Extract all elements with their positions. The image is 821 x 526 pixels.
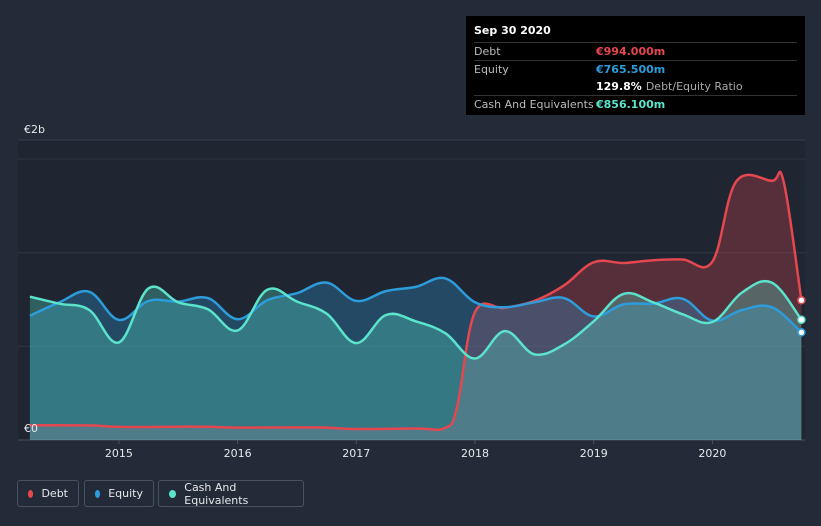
tooltip-cash-value: €856.100m bbox=[596, 98, 666, 111]
x-tick-label: 2020 bbox=[698, 447, 726, 460]
y-axis-zero-label: €0 bbox=[24, 422, 38, 435]
x-tick-label: 2017 bbox=[342, 447, 370, 460]
legend-item-equity[interactable]: Equity bbox=[84, 480, 154, 507]
plot-background bbox=[18, 140, 805, 440]
x-axis-ticks: 2015 2016 2017 2018 2019 2020 bbox=[105, 440, 726, 460]
legend-item-debt[interactable]: Debt bbox=[17, 480, 79, 507]
tooltip-equity-value: €765.500m bbox=[596, 63, 666, 76]
tooltip-ratio-label: Debt/Equity Ratio bbox=[645, 80, 743, 93]
legend-label-cash: Cash And Equivalents bbox=[184, 480, 249, 507]
tooltip-date: Sep 30 2020 bbox=[474, 24, 551, 37]
x-tick-label: 2018 bbox=[461, 447, 489, 460]
x-tick-label: 2019 bbox=[580, 447, 608, 460]
x-tick-label: 2016 bbox=[224, 447, 252, 460]
equity-legend-dot-icon bbox=[95, 489, 101, 498]
cash-line bbox=[29, 279, 803, 360]
tooltip-panel: Sep 30 2020 Debt €994.000m Equity €765.5… bbox=[466, 16, 805, 115]
tooltip-debt-label: Debt bbox=[474, 45, 501, 58]
cash-area bbox=[29, 281, 802, 440]
tooltip-row-debt: Debt €994.000m bbox=[474, 42, 797, 60]
equity-end-point bbox=[797, 328, 806, 337]
equity-area bbox=[29, 277, 802, 440]
equity-line bbox=[29, 276, 803, 334]
legend-label-equity: Equity bbox=[108, 487, 143, 500]
debt-legend-dot-icon bbox=[28, 489, 34, 498]
series-layer bbox=[29, 170, 803, 440]
debt-line bbox=[29, 170, 803, 432]
cash-legend-dot-icon bbox=[169, 489, 177, 498]
x-tick-label: 2015 bbox=[105, 447, 133, 460]
tooltip-debt-value: €994.000m bbox=[596, 45, 666, 58]
cash-end-point bbox=[797, 315, 806, 324]
tooltip-cash-label: Cash And Equivalents bbox=[474, 98, 594, 111]
tooltip-equity-label: Equity bbox=[474, 63, 509, 76]
y-axis-top-label: €2b bbox=[24, 123, 45, 136]
tooltip-row-cash: Cash And Equivalents €856.100m bbox=[474, 95, 797, 113]
legend-item-cash[interactable]: Cash And Equivalents bbox=[158, 480, 304, 507]
legend-label-debt: Debt bbox=[41, 487, 68, 500]
debt-end-point bbox=[797, 296, 806, 305]
debt-area bbox=[29, 171, 802, 440]
tooltip-row-ratio: 129.8% Debt/Equity Ratio bbox=[474, 78, 797, 95]
tooltip-ratio-value: 129.8% bbox=[596, 80, 642, 93]
tooltip-row-equity: Equity €765.500m bbox=[474, 60, 797, 78]
